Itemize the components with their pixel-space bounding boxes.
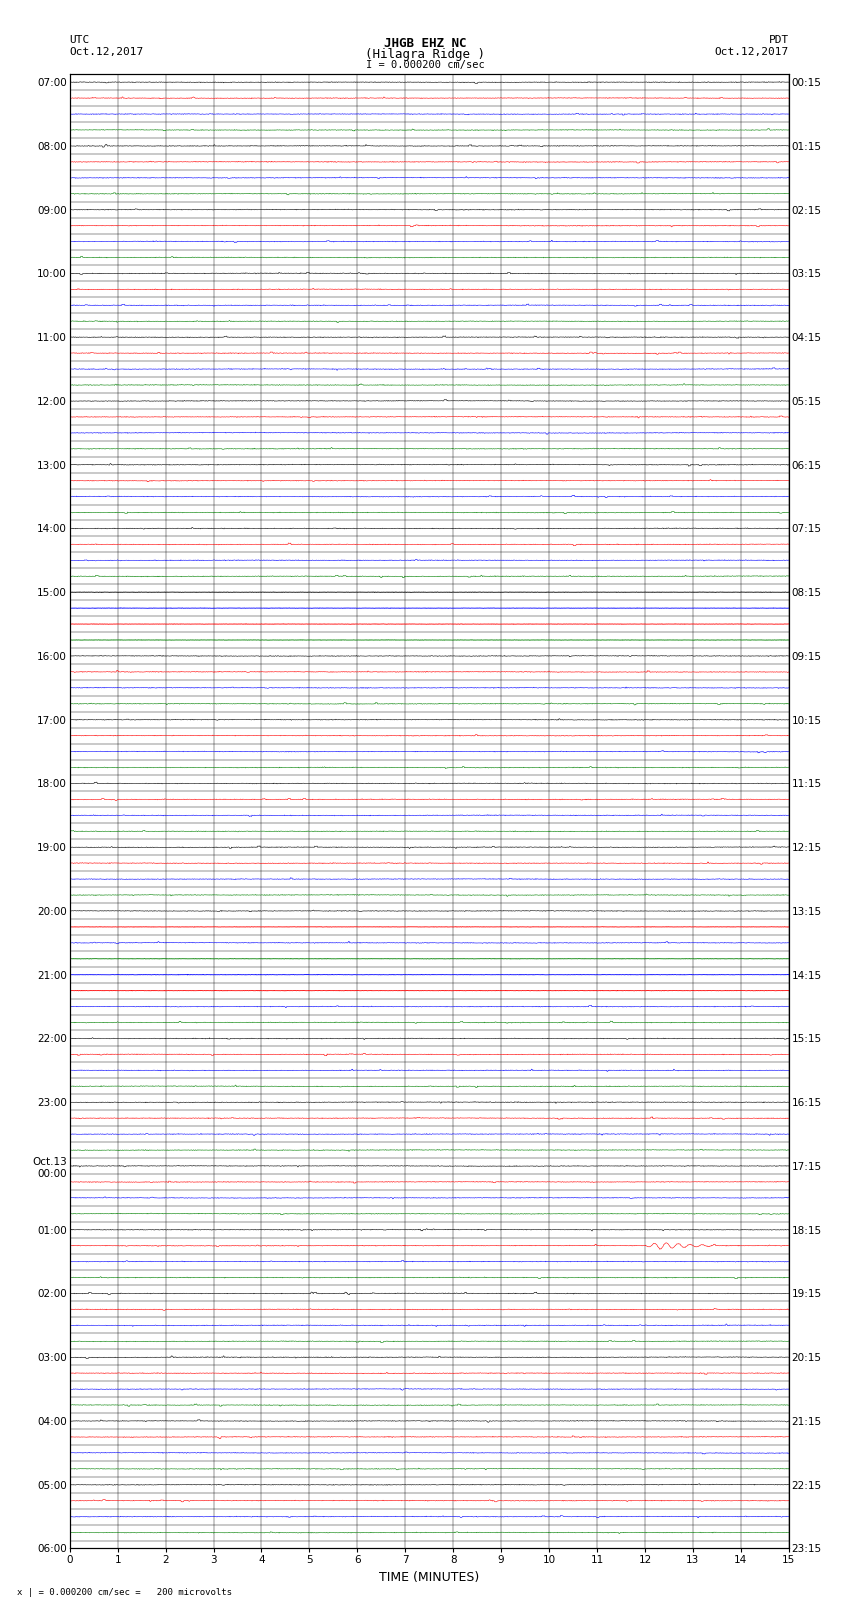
Text: Oct.12,2017: Oct.12,2017 [70, 47, 144, 56]
Text: JHGB EHZ NC: JHGB EHZ NC [383, 37, 467, 50]
Text: Oct.12,2017: Oct.12,2017 [715, 47, 789, 56]
Text: x | = 0.000200 cm/sec =   200 microvolts: x | = 0.000200 cm/sec = 200 microvolts [17, 1587, 232, 1597]
Text: (Hilagra Ridge ): (Hilagra Ridge ) [365, 48, 485, 61]
Text: UTC: UTC [70, 35, 90, 45]
X-axis label: TIME (MINUTES): TIME (MINUTES) [379, 1571, 479, 1584]
Text: PDT: PDT [768, 35, 789, 45]
Text: I = 0.000200 cm/sec: I = 0.000200 cm/sec [366, 60, 484, 69]
